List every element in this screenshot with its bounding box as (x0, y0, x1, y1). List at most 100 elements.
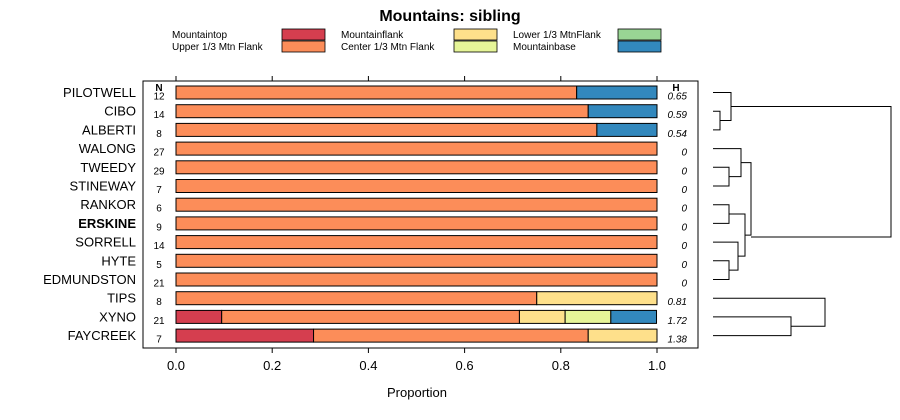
n-value-tips: 8 (156, 297, 162, 308)
n-value-tweedy: 29 (153, 166, 165, 177)
bar-segment-xyno-upper-1-3-mtn-flank (221, 309, 520, 324)
h-value-tweedy: 0 (681, 166, 687, 177)
bar-segment-tweedy-upper-1-3-mtn-flank (175, 160, 658, 175)
n-value-faycreek: 7 (156, 335, 162, 346)
h-value-stineway: 0 (681, 185, 687, 196)
row-label-rankor: RANKOR (80, 197, 136, 212)
legend-label-center-1-3-mtn-flank: Center 1/3 Mtn Flank (341, 42, 435, 53)
bar-segment-xyno-mountaintop (175, 309, 223, 324)
h-column-header: H (672, 83, 679, 94)
x-tick-label: 0.0 (167, 358, 185, 373)
dendrogram-branch (713, 92, 732, 122)
legend-swatch-upper-1-3-mtn-flank (281, 40, 326, 53)
x-axis: 0.0 0.2 0.4 0.6 0.8 1.0 (167, 76, 666, 373)
dendrogram-branch (713, 204, 730, 224)
row-label-pilotwell: PILOTWELL (63, 85, 136, 100)
legend-label-upper-1-3-mtn-flank: Upper 1/3 Mtn Flank (172, 42, 264, 53)
dendrogram-branch (713, 297, 826, 327)
dendrogram-branch (713, 110, 721, 131)
n-value-rankor: 6 (156, 204, 162, 215)
n-value-pilotwell: 12 (153, 92, 165, 103)
bar-segment-edmundston-upper-1-3-mtn-flank (175, 272, 658, 287)
bar-segment-sorrell-upper-1-3-mtn-flank (175, 235, 658, 250)
x-tick-label: 0.8 (552, 358, 570, 373)
x-tick-label: 0.2 (263, 358, 281, 373)
dendrogram-branch (741, 162, 752, 236)
h-value-cibo: 0.59 (668, 110, 688, 121)
x-tick-label: 0.6 (456, 358, 474, 373)
legend-label-lower-1-3-mtnflank: Lower 1/3 MtnFlank (513, 30, 602, 41)
row-label-tips: TIPS (107, 291, 136, 306)
bar-segment-stineway-upper-1-3-mtn-flank (175, 179, 658, 193)
bar-segment-rankor-upper-1-3-mtn-flank (175, 197, 658, 212)
h-value-xyno: 1.72 (668, 316, 688, 327)
bar-segment-alberti-mountainbase (596, 122, 658, 137)
chart-title: Mountains: sibling (379, 8, 520, 25)
n-value-walong: 27 (153, 148, 165, 159)
h-value-edmundston: 0 (681, 279, 687, 290)
legend-label-mountainbase: Mountainbase (513, 42, 576, 53)
h-value-alberti: 0.54 (668, 129, 688, 140)
row-label-sorrell: SORRELL (75, 235, 136, 250)
n-column-header: N (155, 83, 162, 94)
bar-segment-erskine-upper-1-3-mtn-flank (175, 216, 658, 231)
row-label-hyte: HYTE (101, 253, 136, 268)
row-label-faycreek: FAYCREEK (68, 328, 137, 343)
bar-segment-alberti-upper-1-3-mtn-flank (175, 122, 598, 137)
bar-segment-xyno-mountainbase (610, 309, 658, 324)
n-value-hyte: 5 (156, 260, 162, 271)
n-value-edmundston: 21 (153, 279, 165, 290)
h-value-erskine: 0 (681, 222, 687, 233)
h-value-sorrell: 0 (681, 241, 687, 252)
row-label-erskine: ERSKINE (78, 216, 136, 231)
bar-segment-faycreek-mountaintop (175, 328, 315, 343)
h-value-rankor: 0 (681, 204, 687, 215)
bar-segment-xyno-mountainflank (518, 309, 566, 324)
row-label-alberti: ALBERTI (82, 122, 136, 137)
n-value-cibo: 14 (153, 110, 165, 121)
row-label-cibo: CIBO (104, 104, 136, 119)
row-label-walong: WALONG (79, 141, 136, 156)
bar-segment-walong-upper-1-3-mtn-flank (175, 141, 658, 156)
bar-segment-faycreek-upper-1-3-mtn-flank (313, 328, 589, 343)
bar-segment-pilotwell-upper-1-3-mtn-flank (175, 85, 578, 100)
dendrogram-branch (713, 148, 742, 178)
dendrogram-branch (729, 213, 746, 257)
x-axis-label: Proportion (387, 385, 447, 400)
bar-segment-xyno-center-1-3-mtn-flank (564, 309, 612, 324)
bar-segment-tips-upper-1-3-mtn-flank (175, 291, 538, 306)
bar-segment-pilotwell-mountainbase (576, 85, 658, 100)
legend-swatch-mountainflank (453, 28, 498, 41)
dendrogram-branch (731, 106, 892, 238)
legend-swatch-lower-1-3-mtnflank (617, 28, 662, 41)
row-label-edmundston: EDMUNDSTON (43, 272, 136, 287)
legend-label-mountaintop: Mountaintop (172, 30, 227, 41)
legend-label-mountainflank: Mountainflank (341, 30, 404, 41)
dendrogram-branch (713, 241, 739, 271)
plot-frame (142, 80, 699, 349)
bar-segment-hyte-upper-1-3-mtn-flank (175, 253, 658, 268)
h-value-tips: 0.81 (668, 297, 687, 308)
x-tick-label: 0.4 (359, 358, 377, 373)
bar-rows: PILOTWELL 12 0.65 CIBO 14 0.59 ALBERTI 8 0.54 WAL… (43, 85, 687, 346)
h-value-walong: 0 (681, 148, 687, 159)
legend-swatch-mountaintop (281, 28, 326, 41)
row-label-stineway: STINEWAY (70, 179, 137, 194)
n-value-sorrell: 14 (153, 241, 165, 252)
row-label-tweedy: TWEEDY (80, 160, 136, 175)
bar-segment-tips-mountainflank (536, 291, 658, 306)
bar-segment-faycreek-mountainflank (587, 328, 658, 343)
dendrogram-branch (713, 316, 792, 337)
legend-swatch-mountainbase (617, 40, 662, 53)
dendrogram-branch (713, 260, 730, 280)
dendrogram-branch (713, 166, 730, 187)
legend-swatch-center-1-3-mtn-flank (453, 40, 498, 53)
bar-segment-cibo-upper-1-3-mtn-flank (175, 104, 589, 119)
n-value-alberti: 8 (156, 129, 162, 140)
h-value-faycreek: 1.38 (668, 335, 688, 346)
n-value-stineway: 7 (156, 185, 162, 196)
bar-segment-cibo-mountainbase (587, 104, 658, 119)
dendrogram (713, 92, 892, 337)
